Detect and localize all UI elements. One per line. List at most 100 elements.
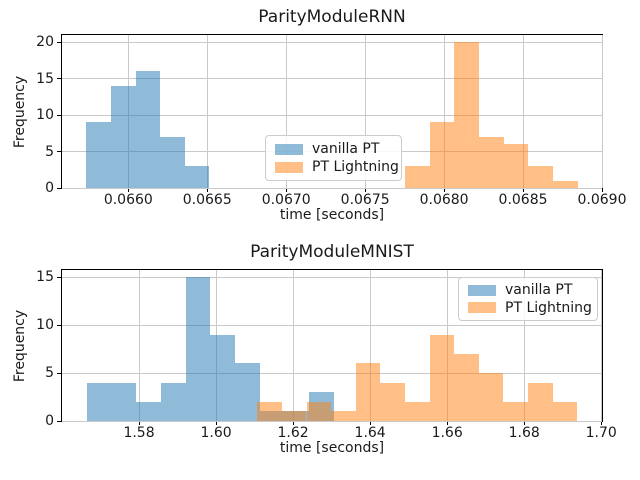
x-tick-mark [292, 421, 294, 425]
legend: vanilla PT PT Lightning [265, 135, 402, 181]
x-tick-label: 0.0670 [261, 192, 311, 208]
x-axis-label-mnist: time [seconds] [279, 440, 385, 456]
y-tick-mark [57, 420, 61, 422]
x-tick-mark [138, 421, 140, 425]
histogram-bar-vanilla-pt [160, 137, 185, 188]
x-gridline [138, 270, 140, 421]
histogram-bar-pt-lightning [281, 411, 307, 421]
histogram-bar-vanilla-pt [160, 382, 186, 421]
histogram-bar-pt-lightning [503, 144, 529, 188]
chart-title-mnist: ParityModuleMNIST [250, 242, 414, 262]
x-gridline [206, 35, 208, 188]
x-gridline [285, 35, 287, 188]
x-tick-label: 0.0665 [182, 192, 232, 208]
y-tick-label: 10 [36, 107, 54, 124]
histogram-bar-vanilla-pt [135, 71, 161, 188]
legend-item-pt-lightning: PT Lightning [275, 159, 399, 175]
histogram-bar-pt-lightning [552, 401, 578, 421]
x-tick-label: 1.60 [200, 425, 232, 441]
x-tick-label: 1.66 [431, 425, 463, 441]
histogram-bar-pt-lightning [454, 42, 479, 188]
legend-item-vanilla-pt: vanilla PT [468, 282, 588, 298]
x-tick-mark [215, 421, 217, 425]
x-tick-mark [600, 421, 602, 425]
legend: vanilla PT PT Lightning [458, 277, 598, 321]
histogram-bar-pt-lightning [355, 363, 381, 421]
histogram-bar-vanilla-pt [111, 382, 137, 421]
x-tick-mark [369, 421, 371, 425]
x-tick-label: 1.68 [508, 425, 540, 441]
x-gridline [522, 35, 524, 188]
y-tick-label: 5 [45, 365, 54, 382]
histogram-bar-vanilla-pt [210, 334, 235, 421]
histogram-bar-pt-lightning [429, 334, 455, 421]
x-tick-label: 0.0680 [419, 192, 469, 208]
x-tick-mark [522, 188, 524, 192]
legend-swatch-pt-lightning [468, 302, 496, 314]
y-tick-label: 20 [36, 34, 54, 51]
legend-swatch-pt-lightning [275, 161, 303, 173]
y-tick-mark [57, 324, 61, 326]
x-tick-label: 1.58 [123, 425, 155, 441]
histogram-bar-vanilla-pt [235, 363, 260, 421]
legend-item-vanilla-pt: vanilla PT [275, 141, 392, 157]
y-tick-mark [57, 276, 61, 278]
histogram-bar-vanilla-pt [185, 277, 211, 421]
x-tick-mark [523, 421, 525, 425]
x-tick-mark [443, 188, 445, 192]
y-tick-label: 5 [45, 143, 54, 160]
x-gridline [443, 35, 445, 188]
y-axis-label-wrap: Frequency [8, 270, 32, 421]
y-gridline [62, 420, 602, 422]
histogram-bar-pt-lightning [478, 373, 504, 421]
histogram-bar-vanilla-pt [136, 401, 161, 421]
histogram-bar-pt-lightning [429, 122, 455, 188]
legend-label-vanilla-pt: vanilla PT [312, 141, 380, 157]
histogram-bar-pt-lightning [331, 411, 356, 421]
x-tick-mark [446, 421, 448, 425]
x-tick-label: 0.0660 [103, 192, 153, 208]
x-tick-mark [364, 188, 366, 192]
y-gridline [62, 78, 602, 80]
plot-area-mnist: vanilla PT PT Lightning 1.58 1.60 1.62 1.64… [36, 269, 617, 441]
histogram-bar-pt-lightning [405, 166, 430, 188]
y-tick-mark [57, 78, 61, 80]
x-tick-mark [206, 188, 208, 192]
plot-area-rnn: vanilla PT PT Lightning 0.0660 0.0665 0.06… [36, 34, 627, 208]
chart-title-rnn: ParityModuleRNN [258, 7, 406, 27]
y-gridline [62, 114, 602, 116]
x-tick-label: 1.70 [585, 425, 617, 441]
x-tick-label: 0.0675 [340, 192, 390, 208]
histogram-bar-pt-lightning [454, 353, 479, 421]
y-tick-mark [57, 41, 61, 43]
y-tick-mark [57, 187, 61, 189]
x-gridline [369, 270, 371, 421]
histogram-bar-vanilla-pt [86, 382, 112, 421]
histogram-bar-vanilla-pt [184, 166, 210, 188]
x-gridline [523, 270, 525, 421]
x-tick-mark [285, 188, 287, 192]
x-gridline [601, 35, 603, 188]
x-gridline [292, 270, 294, 421]
x-tick-label: 0.0685 [498, 192, 548, 208]
histogram-bar-pt-lightning [380, 382, 405, 421]
x-tick-mark [601, 188, 603, 192]
y-gridline [62, 41, 602, 43]
y-gridline [62, 324, 602, 326]
histogram-bar-pt-lightning [306, 401, 332, 421]
legend-label-pt-lightning: PT Lightning [312, 159, 399, 175]
legend-swatch-vanilla-pt [275, 143, 303, 155]
x-tick-mark [127, 188, 129, 192]
histogram-bar-vanilla-pt [86, 122, 111, 188]
x-gridline [600, 270, 602, 421]
histogram-bar-vanilla-pt [110, 86, 136, 188]
y-tick-mark [57, 114, 61, 116]
y-gridline [62, 276, 602, 278]
legend-label-pt-lightning: PT Lightning [505, 299, 592, 316]
y-tick-mark [57, 372, 61, 374]
histogram-bar-pt-lightning [528, 166, 553, 188]
y-tick-label: 0 [45, 413, 54, 429]
histogram-bar-pt-lightning [552, 180, 578, 188]
x-tick-label: 1.64 [354, 425, 386, 441]
